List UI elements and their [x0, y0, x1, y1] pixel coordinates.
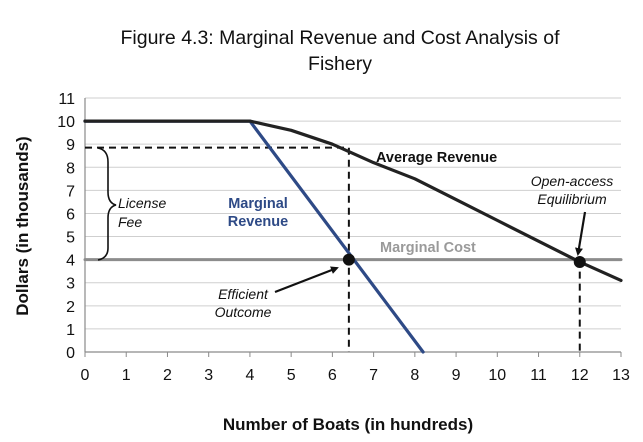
axes — [84, 98, 622, 357]
average-revenue-line — [83, 119, 623, 283]
x-tick-label-2: 2 — [163, 367, 172, 384]
y-tick-label-1: 1 — [66, 322, 75, 339]
chart-title-line-1: Figure 4.3: Marginal Revenue and Cost An… — [121, 27, 561, 49]
x-tick-label-0: 0 — [81, 367, 90, 384]
y-tick-label-0: 0 — [66, 345, 75, 362]
y-tick-label-4: 4 — [66, 253, 75, 270]
open-access-label-line-2: Equilibrium — [537, 191, 607, 207]
markers — [342, 253, 586, 268]
marginal-cost-label: Marginal Cost — [380, 240, 476, 256]
efficient-outcome-point — [342, 253, 355, 266]
open-access-arrow — [575, 211, 587, 256]
x-axis-label: Number of Boats (in hundreds) — [223, 415, 473, 434]
x-tick-label-7: 7 — [369, 367, 378, 384]
y-tick-label-5: 5 — [66, 230, 75, 247]
average-revenue-label: Average Revenue — [376, 150, 497, 166]
y-axis-label: Dollars (in thousands) — [13, 136, 32, 315]
y-tick-label-2: 2 — [66, 299, 75, 316]
y-tick-label-3: 3 — [66, 276, 75, 293]
x-tick-label-1: 1 — [122, 367, 131, 384]
x-tick-label-4: 4 — [245, 367, 254, 384]
y-tick-label-8: 8 — [66, 160, 75, 177]
license-fee-label-line-1: License — [118, 195, 166, 211]
efficient-outcome-arrow — [274, 266, 339, 294]
x-tick-label-9: 9 — [452, 367, 461, 384]
open-access-label-line-1: Open-access — [531, 173, 613, 189]
y-tick-label-7: 7 — [66, 183, 75, 200]
x-tick-label-8: 8 — [410, 367, 419, 384]
marginal-revenue-label-line-2: Revenue — [228, 214, 288, 230]
chart-title-line-2: Fishery — [308, 53, 372, 75]
open-access-equilibrium-point — [573, 255, 586, 268]
x-tick-label-6: 6 — [328, 367, 337, 384]
x-tick-label-13: 13 — [612, 367, 630, 384]
efficient-outcome-label-line-2: Outcome — [215, 304, 272, 320]
marginal-revenue-label-line-1: Marginal — [228, 196, 288, 212]
y-tick-label-11: 11 — [58, 91, 75, 108]
gridlines — [85, 97, 621, 330]
dashed-guide-0 — [85, 146, 350, 352]
x-tick-label-11: 11 — [530, 367, 547, 384]
y-tick-label-9: 9 — [66, 137, 75, 154]
efficient-outcome-label-line-1: Efficient — [218, 286, 269, 302]
license-fee-label-line-2: Fee — [118, 214, 142, 230]
y-tick-label-6: 6 — [66, 206, 75, 223]
y-tick-label-10: 10 — [57, 114, 75, 131]
license-fee-brace — [97, 147, 117, 261]
x-tick-label-3: 3 — [204, 367, 213, 384]
x-tick-labels: 0 1 2 3 4 5 6 7 8 9 10 11 12 13 — [81, 367, 630, 384]
y-tick-labels: 0 1 2 3 4 5 6 7 8 9 10 11 — [57, 91, 75, 362]
x-tick-label-5: 5 — [287, 367, 296, 384]
x-tick-label-10: 10 — [488, 367, 506, 384]
dashed-guides — [85, 146, 581, 352]
x-tick-label-12: 12 — [571, 367, 589, 384]
